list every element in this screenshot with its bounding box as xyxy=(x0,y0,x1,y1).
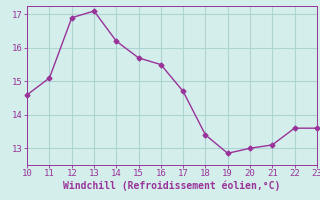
X-axis label: Windchill (Refroidissement éolien,°C): Windchill (Refroidissement éolien,°C) xyxy=(63,181,281,191)
